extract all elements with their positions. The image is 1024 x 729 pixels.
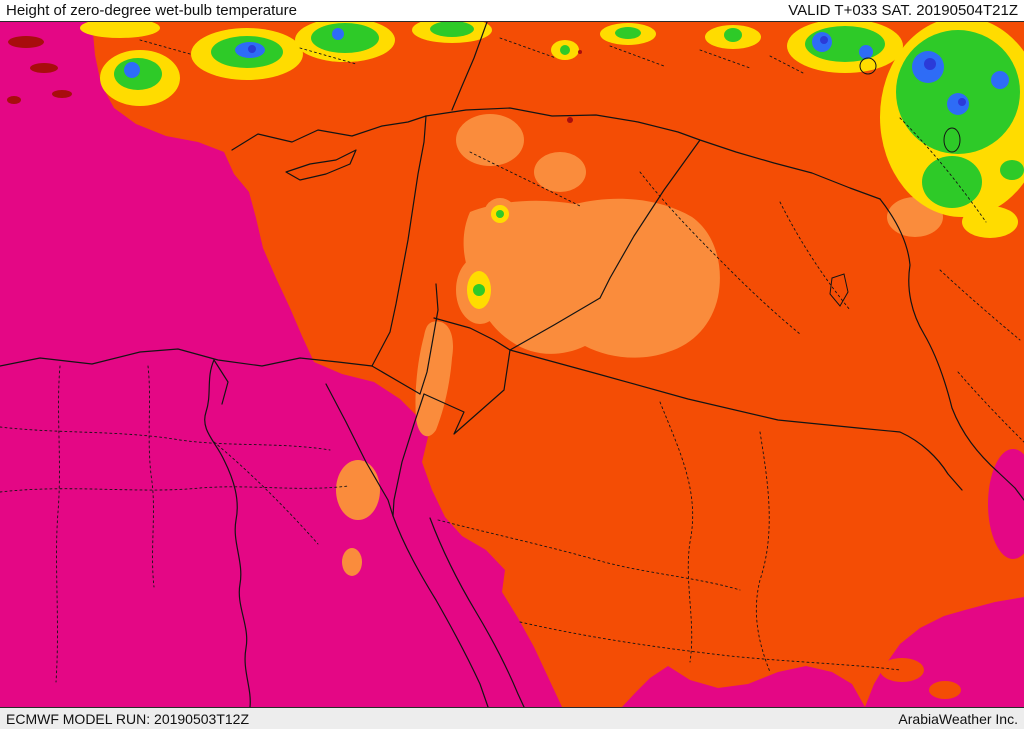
valid-time-label: VALID T+033 SAT. 20190504T21Z xyxy=(788,2,1018,19)
map-title: Height of zero-degree wet-bulb temperatu… xyxy=(6,2,297,19)
iraq-saudi-border xyxy=(509,349,963,491)
lake-urmia xyxy=(943,127,961,153)
country-borders xyxy=(0,22,1024,707)
contour-dark-blue-cores xyxy=(248,36,966,106)
nile-river xyxy=(204,359,251,707)
gulf-of-suez-coast xyxy=(325,383,394,517)
jordan-river-line xyxy=(419,283,439,395)
red-sea-east-coast xyxy=(429,517,525,707)
levant-coastline xyxy=(371,115,427,367)
nile-delta-fork xyxy=(213,359,229,405)
map-canvas xyxy=(0,22,1024,707)
jordan-iraq-border xyxy=(509,297,601,351)
footer-bar: ECMWF MODEL RUN: 20190503T12Z ArabiaWeat… xyxy=(0,707,1024,729)
iraq-iran-border xyxy=(879,198,1024,501)
lakes xyxy=(829,57,961,307)
egypt-north-coast xyxy=(0,348,373,367)
header-bar: Height of zero-degree wet-bulb temperatu… xyxy=(0,0,1024,22)
euphrates-upper xyxy=(451,22,488,111)
brand-label: ArabiaWeather Inc. xyxy=(898,710,1018,727)
jordan-saudi-border xyxy=(423,349,511,435)
gulf-of-aqaba-coast xyxy=(392,393,425,517)
contour-map-svg xyxy=(0,22,1024,707)
contour-dark-red-spots xyxy=(7,36,582,123)
lake-tharthar xyxy=(829,273,849,307)
contour-light-orange-patches xyxy=(336,114,943,576)
egypt-israel-border xyxy=(371,365,421,395)
cyprus-outline xyxy=(285,149,357,181)
syria-iraq-border xyxy=(599,139,701,299)
admin-borders-dashed xyxy=(0,37,1024,683)
red-sea-west-coast xyxy=(392,515,489,707)
contour-orange-region xyxy=(92,22,1024,707)
contour-magenta-patches xyxy=(988,449,1024,559)
contour-orange-spots xyxy=(880,658,961,699)
lake-van xyxy=(859,57,877,75)
turkey-south-coast xyxy=(231,115,427,151)
syria-jordan-border xyxy=(433,317,511,351)
turkey-syria-iraq-border xyxy=(425,107,881,200)
model-run-label: ECMWF MODEL RUN: 20190503T12Z xyxy=(6,710,249,727)
